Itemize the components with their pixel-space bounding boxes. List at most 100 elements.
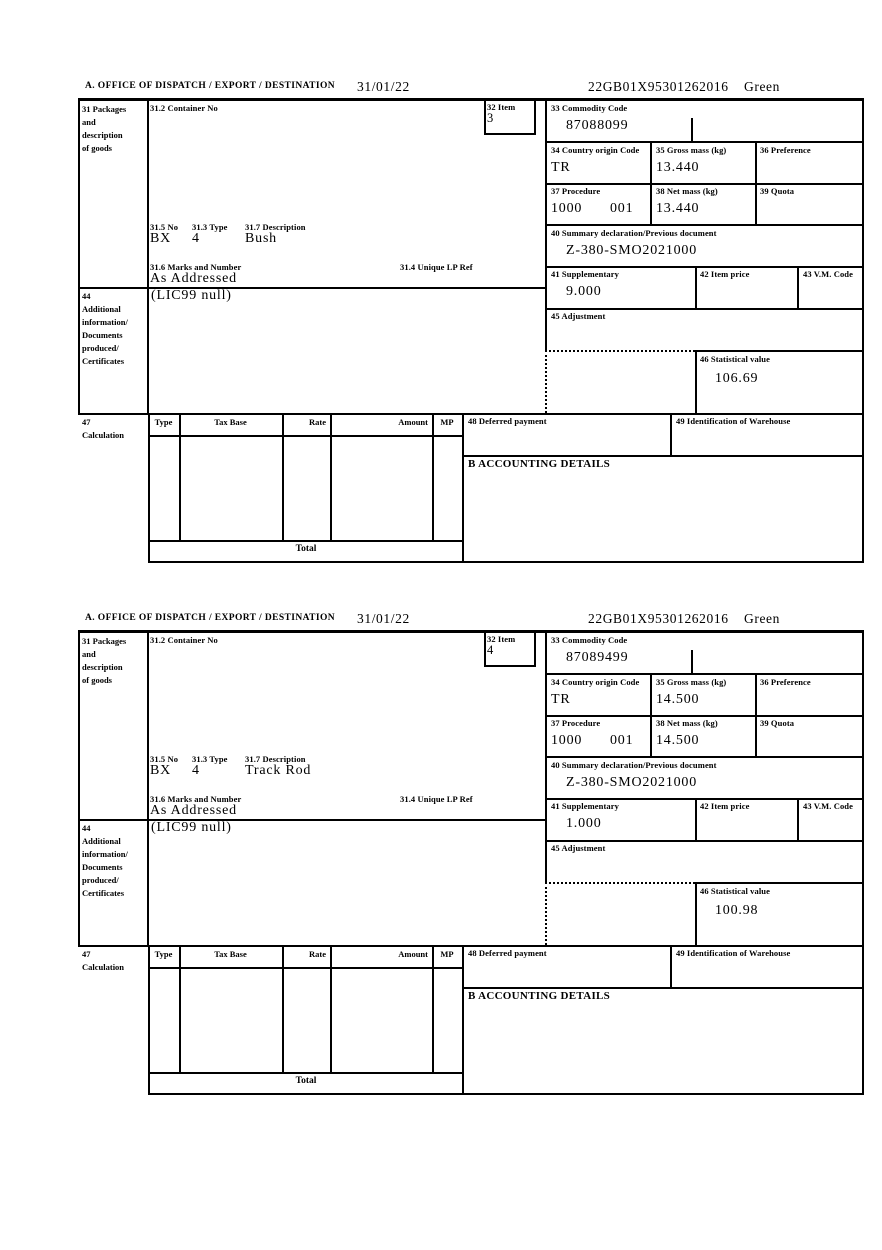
marks-and-number-value: As Addressed [150,271,237,286]
goods-description-value: Track Rod [245,763,312,778]
accounting-details-label: B ACCOUNTING DETAILS [468,458,611,470]
supplementary-value: 9.000 [566,284,602,299]
procedure-suffix-value: 001 [610,733,634,748]
label-column-divider-line [147,98,149,413]
calc-header-tax-base: Tax Base [214,949,247,959]
box41-row-bottom-line [545,840,864,842]
box37-procedure-label: 37 Procedure [551,186,601,196]
box32-bottom-border-line [484,665,536,667]
box45-adjustment-label: 45 Adjustment [551,311,606,321]
box31-label-line: 31 Packages [82,104,127,114]
box34-row-bottom-line [545,715,864,717]
box43-vm-code-label: 43 V.M. Code [803,801,854,811]
box44-label: 44 Additional information/ Documents pro… [82,822,128,900]
calc-header-rate: Rate [309,949,326,959]
box44-label-line: information/ [82,849,128,859]
calc-total-label: Total [295,1076,317,1086]
supplementary-value: 1.000 [566,816,602,831]
box31-3-type-label: 31.3 Type [192,754,228,764]
routing-status: Green [744,611,780,626]
box48-box49-divider-line [670,413,672,455]
package-type-value: 4 [192,231,200,246]
calc-taxbase-divider-line [282,413,284,540]
box36-preference-label: 36 Preference [760,677,811,687]
box46-top-line [695,882,864,884]
calc-rate-divider-line [330,413,332,540]
box46-statistical-label: 46 Statistical value [700,354,770,364]
box44-label: 44 Additional information/ Documents pro… [82,290,128,368]
form-left-border-line [78,98,80,413]
declaration-form-item-1: A. OFFICE OF DISPATCH / EXPORT / DESTINA… [78,78,864,570]
box40-summary-label: 40 Summary declaration/Previous document [551,228,717,238]
procedure-value: 1000 [551,733,583,748]
box31-label-line: and [82,649,96,659]
package-type-value: 4 [192,763,200,778]
box31-6-marks-label: 31.6 Marks and Number [150,794,242,804]
box47-label-line: Calculation [82,430,125,440]
country-origin-value: TR [551,160,571,175]
adjustment-dotted-vertical-line [545,350,547,413]
summary-declaration-value: Z-380-SMO2021000 [566,775,698,790]
box43-vm-code-label: 43 V.M. Code [803,269,854,279]
box44-label-line: Certificates [82,888,125,898]
box31-label: 31 Packages and description of goods [82,635,126,687]
calc-header-mp: MP [440,417,454,427]
commodity-code-separator-line [691,650,693,673]
box34-row-bottom-line [545,183,864,185]
box47-label-line: 47 [82,949,91,959]
box44-label-line: produced/ [82,343,119,353]
box44-label-line: Documents [82,862,123,872]
box31-7-description-label: 31.7 Description [245,754,306,764]
box31-label-line: of goods [82,675,112,685]
package-no-value: BX [150,763,172,778]
box37-procedure-label: 37 Procedure [551,718,601,728]
procedure-value: 1000 [551,201,583,216]
box37-row-bottom-line [545,224,864,226]
box35-gross-mass-label: 35 Gross mass (kg) [656,145,727,155]
box49-warehouse-label: 49 Identification of Warehouse [676,416,791,426]
calc-header-tax-base: Tax Base [214,417,247,427]
box35-gross-mass-label: 35 Gross mass (kg) [656,677,727,687]
box45-adjustment-label: 45 Adjustment [551,843,606,853]
calc-header-rate: Rate [309,417,326,427]
box44-label-line: produced/ [82,875,119,885]
commodity-code-value: 87089499 [566,650,629,665]
office-of-dispatch-label: A. OFFICE OF DISPATCH / EXPORT / DESTINA… [85,81,336,91]
calc-amount-divider-line [432,945,434,1072]
box44-label-line: 44 [82,823,91,833]
additional-information-value: (LIC99 null) [151,820,232,835]
box35-box36-divider-line [755,673,757,756]
box49-warehouse-label: 49 Identification of Warehouse [676,948,791,958]
adjustment-dotted-vertical-line [545,882,547,945]
box31-2-container-label: 31.2 Container No [150,635,218,645]
calc-header-type: Type [154,417,173,427]
calculation-row-top-line [78,413,864,415]
box46-statistical-label: 46 Statistical value [700,886,770,896]
label-column-divider-line [147,630,149,945]
box32-left-border-line [484,630,486,667]
accounting-details-label: B ACCOUNTING DETAILS [468,990,611,1002]
declaration-form-item-2: A. OFFICE OF DISPATCH / EXPORT / DESTINA… [78,610,864,1102]
box33-bottom-line [545,673,864,675]
box42-item-price-label: 42 Item price [700,801,750,811]
box33-commodity-label: 33 Commodity Code [551,635,628,645]
adjustment-dotted-horizontal-line [545,350,695,352]
calc-header-amount: Amount [398,949,428,959]
statistical-value: 106.69 [715,371,759,386]
box32-right-border-line [534,98,536,135]
box48-bottom-line [462,987,864,989]
calc-type-divider-line [179,945,181,1072]
box42-item-price-label: 42 Item price [700,269,750,279]
declaration-reference: 22GB01X95301262016 [588,611,729,626]
box31-label-line: and [82,117,96,127]
box41-supplementary-label: 41 Supplementary [551,269,619,279]
dispatch-date: 31/01/22 [357,79,410,94]
net-mass-value: 13.440 [656,201,700,216]
gross-mass-value: 13.440 [656,160,700,175]
item-number-value: 4 [487,643,494,657]
box44-separator-line [78,287,547,289]
box48-deferred-payment-label: 48 Deferred payment [468,948,547,958]
box31-label-line: description [82,662,123,672]
box47-label-line: 47 [82,417,91,427]
box31-7-description-label: 31.7 Description [245,222,306,232]
